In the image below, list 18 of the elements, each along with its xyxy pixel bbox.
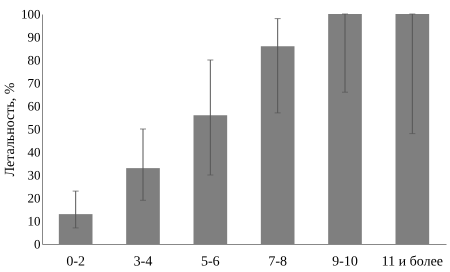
- x-tick-label: 7-8: [268, 254, 288, 270]
- y-tick-label: 10: [28, 214, 40, 228]
- y-axis-title: Летальность, %: [3, 82, 18, 176]
- y-tick-label: 70: [28, 76, 40, 90]
- x-tick-label: 3-4: [134, 254, 152, 270]
- x-tick-label: 5-6: [200, 254, 220, 270]
- x-tick-label: 9-10: [332, 254, 358, 270]
- y-tick-label: 90: [28, 30, 40, 44]
- y-tick-label: 60: [28, 98, 40, 114]
- x-tick-label: 11 и более: [382, 254, 443, 270]
- y-tick-label: 0: [34, 236, 40, 252]
- y-tick-label: 100: [21, 6, 40, 22]
- x-tick-label: 0-2: [66, 254, 86, 270]
- y-tick-label: 20: [28, 190, 40, 206]
- y-tick-label: 80: [28, 52, 40, 68]
- y-tick-label: 40: [28, 144, 40, 160]
- y-tick-label: 50: [28, 122, 40, 136]
- y-tick-label: 30: [28, 168, 40, 182]
